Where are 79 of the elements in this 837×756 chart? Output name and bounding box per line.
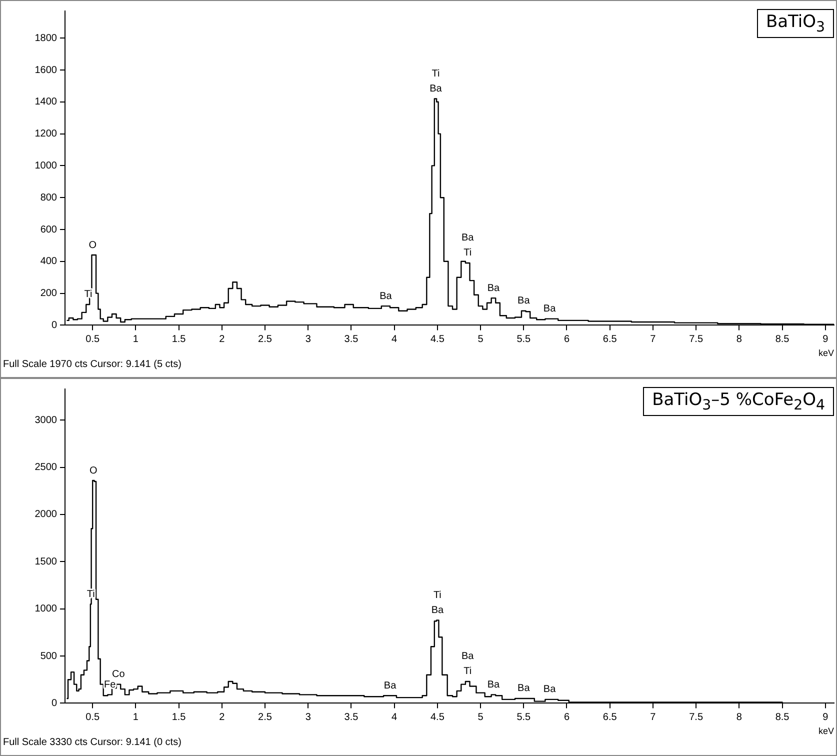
annotation: Ba: [431, 604, 444, 616]
x-tick-label: 2.5: [258, 712, 272, 723]
annotation: Ti: [433, 590, 442, 601]
x-tick-label: 7: [650, 334, 656, 345]
x-tick-label: 3.5: [344, 334, 359, 345]
text: Full Scale 3330 cts Cursor: 9.141 (0 cts): [2, 737, 182, 748]
annotation: Ba: [384, 680, 397, 692]
x-tick-label: 3.5: [344, 712, 359, 723]
annotation: Ti: [464, 248, 472, 259]
x-tick-label: 5.5: [516, 334, 532, 345]
annotation: O: [90, 465, 98, 476]
x-tick-label: 3: [305, 334, 312, 345]
x-tick-label: 5.5: [516, 712, 532, 723]
y-tick-label: 500: [40, 650, 58, 662]
x-tick-label: 6.5: [602, 712, 618, 723]
annotation: Ti: [432, 68, 440, 80]
y-tick-label: 3000: [34, 414, 58, 426]
x-tick-label: 7.5: [689, 712, 704, 723]
annotation: Ba: [543, 304, 556, 315]
y-tick-label: 1800: [34, 32, 58, 44]
annotation: Ba: [518, 296, 530, 307]
x-tick-label: 4: [392, 712, 398, 723]
x-tick-label: 6.5: [602, 334, 618, 345]
x-tick-label: 5: [478, 712, 484, 723]
x-tick-label: 2.5: [258, 334, 272, 345]
x-tick-label: 5: [478, 334, 484, 345]
y-tick-label: 1400: [34, 96, 58, 108]
x-tick-label: 9: [822, 712, 829, 723]
x-tick-label: 9: [822, 334, 829, 345]
annotation: O: [88, 240, 97, 251]
x-tick-label: 8.5: [775, 334, 790, 345]
annotation: Ba: [461, 232, 474, 244]
x-tick-label: 1: [132, 712, 139, 723]
x-axis-title: keV: [818, 726, 834, 736]
x-axis-title: keV: [818, 348, 834, 358]
y-tick-label: 600: [40, 224, 58, 236]
y-tick-label: 1200: [34, 128, 58, 140]
y-tick-label: 1600: [34, 64, 58, 76]
annotation: Ba: [487, 679, 500, 690]
x-tick-label: 4.5: [430, 712, 445, 723]
annotation: Ba: [487, 282, 500, 294]
y-tick-label: 1000: [34, 160, 58, 172]
x-tick-label: 4.5: [430, 334, 445, 345]
y-tick-label: 400: [40, 256, 58, 268]
annotation: Ba: [518, 683, 530, 694]
y-tick-label: 0: [51, 698, 58, 709]
y-tick-label: 0: [51, 320, 58, 331]
x-tick-label: 1.5: [172, 712, 186, 723]
annotation: Ba: [543, 684, 556, 696]
annotation: Ba: [430, 83, 442, 94]
y-tick-label: 200: [40, 288, 58, 300]
x-tick-label: 8.5: [775, 712, 790, 723]
annotation: Ba: [461, 651, 474, 662]
y-tick-label: 2500: [34, 462, 58, 474]
text: Full Scale 1970 cts Cursor: 9.141 (5 cts): [2, 359, 182, 370]
x-tick-label: 6: [564, 712, 570, 723]
annotation: Ti: [464, 666, 472, 678]
annotation: Co: [112, 669, 126, 680]
x-tick-label: 2: [219, 712, 226, 723]
x-tick-label: 4: [392, 334, 398, 345]
x-tick-label: 8: [736, 712, 742, 723]
x-tick-label: 1.5: [172, 334, 186, 345]
x-tick-label: 7.5: [689, 334, 704, 345]
annotation: Ba: [380, 290, 392, 302]
y-tick-label: 1000: [34, 604, 58, 615]
x-tick-label: 7: [650, 712, 656, 723]
x-tick-label: 3: [305, 712, 312, 723]
x-tick-label: 8: [736, 334, 742, 345]
chart-title: BaTiO$_{3}$–5 %CoFe$_{2}$O$_{4}$: [643, 387, 834, 416]
y-tick-label: 800: [40, 192, 58, 204]
y-tick-label: 1500: [34, 556, 58, 568]
x-tick-label: 0.5: [86, 334, 100, 345]
x-tick-label: 6: [564, 334, 570, 345]
y-tick-label: 2000: [34, 509, 58, 520]
chart-title: BaTiO$_{3}$: [756, 9, 834, 38]
x-tick-label: 0.5: [86, 712, 100, 723]
x-tick-label: 2: [219, 334, 226, 345]
x-tick-label: 1: [132, 334, 139, 345]
annotation: Fe: [104, 679, 116, 690]
